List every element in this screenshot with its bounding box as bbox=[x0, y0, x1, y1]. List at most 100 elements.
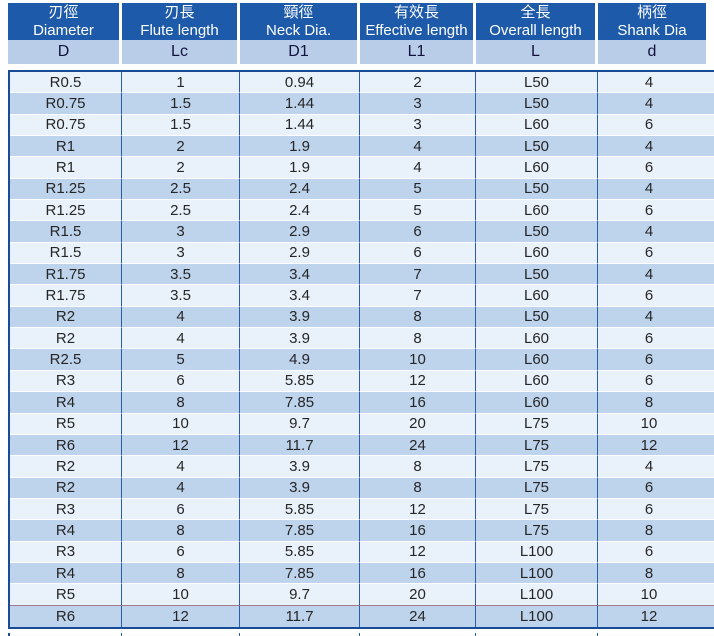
table-cell: R2 bbox=[10, 477, 122, 499]
table-cell: 5.85 bbox=[240, 541, 360, 563]
table-cell: R6 bbox=[10, 434, 122, 457]
table-cell: 12 bbox=[598, 434, 714, 457]
table-cell: L50 bbox=[476, 264, 598, 286]
sliver-cell bbox=[10, 633, 122, 636]
sliver-cell bbox=[476, 633, 598, 636]
table-cell: 6 bbox=[598, 370, 714, 393]
table-cell: 1.9 bbox=[240, 136, 360, 158]
column-header-zh: 刃長 bbox=[164, 4, 195, 21]
table-cell: 16 bbox=[360, 392, 476, 414]
table-cell: 4.9 bbox=[240, 349, 360, 371]
table-cell: 6 bbox=[598, 328, 714, 350]
table-cell: 4 bbox=[598, 178, 714, 201]
table-cell: 24 bbox=[360, 605, 476, 627]
table-cell: 4 bbox=[360, 157, 476, 179]
table-cell: 6 bbox=[598, 477, 714, 499]
table-cell: L100 bbox=[476, 541, 598, 563]
table-cell: 6 bbox=[122, 370, 240, 393]
table-cell: 12 bbox=[122, 605, 240, 627]
table-cell: 8 bbox=[122, 392, 240, 414]
table-cell: 10 bbox=[360, 349, 476, 371]
table-cell: 10 bbox=[598, 413, 714, 435]
table-cell: R4 bbox=[10, 392, 122, 414]
column-symbol: L1 bbox=[360, 40, 476, 64]
table-cell: R0.5 bbox=[10, 72, 122, 94]
table-cell: R1 bbox=[10, 136, 122, 158]
table-cell: 20 bbox=[360, 584, 476, 606]
table-cell: 4 bbox=[598, 456, 714, 478]
table-cell: 2.4 bbox=[240, 200, 360, 222]
table-cell: 2 bbox=[360, 72, 476, 94]
table-cell: L75 bbox=[476, 434, 598, 457]
table-cell: R1 bbox=[10, 157, 122, 179]
table-cell: 10 bbox=[122, 584, 240, 606]
table-cell: L60 bbox=[476, 114, 598, 137]
table-cell: L100 bbox=[476, 584, 598, 606]
table-cell: L50 bbox=[476, 136, 598, 158]
table-cell: 11.7 bbox=[240, 605, 360, 627]
table-cell: 5 bbox=[360, 200, 476, 222]
table-cell: 7.85 bbox=[240, 392, 360, 414]
table-cell: R5 bbox=[10, 413, 122, 435]
table-cell: 4 bbox=[122, 328, 240, 350]
table-cell: R0.75 bbox=[10, 114, 122, 137]
table-cell: 3.4 bbox=[240, 285, 360, 307]
table-cell: 12 bbox=[598, 605, 714, 627]
table-cell: 6 bbox=[598, 242, 714, 265]
table-cell: R3 bbox=[10, 370, 122, 393]
column-header-en: Flute length bbox=[140, 22, 219, 39]
table-cell: R1.5 bbox=[10, 242, 122, 265]
table-cell: 8 bbox=[360, 477, 476, 499]
column-symbol: D bbox=[8, 40, 122, 64]
table-cell: 4 bbox=[360, 136, 476, 158]
table-cell: R1.5 bbox=[10, 221, 122, 243]
column-header: 柄徑 Shank Dia bbox=[598, 3, 706, 40]
table-cell: R2 bbox=[10, 328, 122, 350]
table-cell: 2.4 bbox=[240, 178, 360, 201]
table-cell: 24 bbox=[360, 434, 476, 457]
table-cell: 6 bbox=[360, 221, 476, 243]
table-cell: 7 bbox=[360, 285, 476, 307]
table-cell: R0.75 bbox=[10, 93, 122, 115]
table-cell: 4 bbox=[598, 306, 714, 329]
table-cell: 2 bbox=[122, 136, 240, 158]
column-header-zh: 刃徑 bbox=[48, 4, 79, 21]
table-cell: 6 bbox=[598, 285, 714, 307]
column-symbol: L bbox=[476, 40, 598, 64]
table-cell: 4 bbox=[122, 477, 240, 499]
table-cell: 6 bbox=[122, 498, 240, 521]
table-header: 刃徑 Diameter 刃長 Flute length 頸徑 Neck Dia. 有效長 Ef… bbox=[8, 3, 706, 64]
table-cell: L60 bbox=[476, 157, 598, 179]
table-cell: 5.85 bbox=[240, 370, 360, 393]
table-cell: 8 bbox=[598, 392, 714, 414]
column-header-zh: 柄徑 bbox=[636, 4, 667, 21]
table-cell: 12 bbox=[360, 498, 476, 521]
table-cell: R1.75 bbox=[10, 285, 122, 307]
table-cell: 3.9 bbox=[240, 477, 360, 499]
table-cell: L60 bbox=[476, 328, 598, 350]
table-cell: L75 bbox=[476, 498, 598, 521]
table-cell: 4 bbox=[598, 221, 714, 243]
table-cell: L50 bbox=[476, 221, 598, 243]
table-cell: L60 bbox=[476, 349, 598, 371]
column-header: 有效長 Effective length bbox=[360, 3, 476, 40]
table-cell: 2.5 bbox=[122, 178, 240, 201]
table-cell: 20 bbox=[360, 413, 476, 435]
sliver-cell bbox=[360, 633, 476, 636]
table-cell: R5 bbox=[10, 584, 122, 606]
column-header: 刃長 Flute length bbox=[122, 3, 240, 40]
table-cell: L60 bbox=[476, 392, 598, 414]
table-cell: 6 bbox=[598, 541, 714, 563]
table-cell: 2.5 bbox=[122, 200, 240, 222]
table-cell: R4 bbox=[10, 562, 122, 585]
table-cell: 2.9 bbox=[240, 221, 360, 243]
table-cell: L60 bbox=[476, 200, 598, 222]
table-cell: 3 bbox=[360, 93, 476, 115]
column-header-en: Shank Dia bbox=[617, 22, 687, 39]
table-cell: 3 bbox=[122, 242, 240, 265]
table-cell: 7.85 bbox=[240, 520, 360, 542]
table-cell: 6 bbox=[598, 114, 714, 137]
spec-table-body: R0.5 1 0.94 2 L50 4 R0.75 1.5 1.44 3 L50 4 R0.75 1.5 1… bbox=[8, 70, 714, 629]
table-cell: 8 bbox=[360, 456, 476, 478]
table-cell: L60 bbox=[476, 370, 598, 393]
